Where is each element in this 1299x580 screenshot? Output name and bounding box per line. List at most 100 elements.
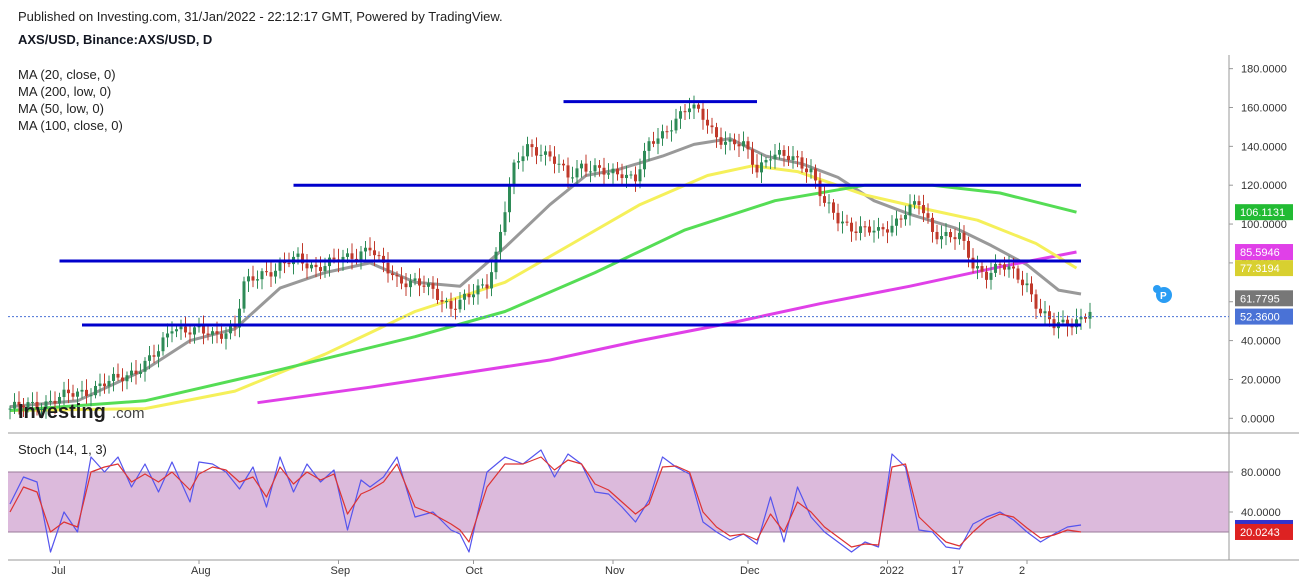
candle-body bbox=[143, 360, 147, 372]
indicator-label[interactable]: MA (200, low, 0) bbox=[18, 84, 112, 99]
candle-body bbox=[710, 125, 714, 128]
candle-body bbox=[481, 284, 484, 286]
candle-body bbox=[1075, 319, 1078, 328]
candle-body bbox=[971, 257, 975, 269]
candle-body bbox=[674, 118, 678, 131]
candle-body bbox=[575, 168, 579, 178]
candle-body bbox=[836, 212, 840, 224]
price-tag-bg bbox=[1235, 308, 1293, 325]
x-tick-label: Oct bbox=[466, 565, 483, 577]
candle-body bbox=[751, 149, 754, 165]
candle-body bbox=[967, 240, 970, 258]
stoch-line bbox=[9, 449, 1082, 553]
x-tick-label: Aug bbox=[191, 565, 211, 577]
indicator-label[interactable]: MA (100, close, 0) bbox=[18, 118, 123, 133]
candle-body bbox=[274, 270, 277, 277]
candle-body bbox=[31, 401, 34, 403]
candle-body bbox=[553, 156, 556, 164]
candle-body bbox=[895, 218, 898, 226]
candle-body bbox=[598, 165, 601, 168]
candle-body bbox=[517, 161, 520, 163]
candle-body bbox=[589, 171, 592, 173]
candle-body bbox=[593, 165, 597, 172]
candle-body bbox=[67, 389, 70, 394]
candle-body bbox=[755, 164, 759, 173]
candle-body bbox=[319, 267, 322, 272]
candle-body bbox=[634, 174, 637, 182]
price-tag-label: 52.3600 bbox=[1240, 312, 1280, 324]
x-tick-label: 2 bbox=[1019, 565, 1025, 577]
candle-body bbox=[980, 266, 984, 272]
candle-body bbox=[211, 331, 214, 335]
candle-body bbox=[719, 137, 723, 145]
candle-body bbox=[197, 326, 201, 328]
candle-body bbox=[584, 163, 588, 172]
candle-body bbox=[877, 227, 880, 231]
alert-icon[interactable]: P bbox=[1153, 285, 1172, 303]
candle-body bbox=[1066, 319, 1069, 327]
candle-body bbox=[94, 385, 97, 396]
level-lines bbox=[8, 100, 1229, 327]
candle-body bbox=[998, 263, 1002, 265]
stoch-label: Stoch (14, 1, 3) bbox=[18, 442, 107, 457]
candle-body bbox=[287, 262, 291, 265]
candle-body bbox=[1048, 311, 1051, 320]
candle-body bbox=[220, 333, 223, 339]
candle-body bbox=[409, 280, 412, 288]
candle-body bbox=[184, 326, 187, 333]
candle-body bbox=[629, 174, 633, 176]
candle-body bbox=[89, 395, 93, 397]
candle-body bbox=[863, 226, 867, 228]
candle-body bbox=[377, 255, 381, 257]
candle-body bbox=[868, 226, 871, 233]
candle-body bbox=[913, 201, 916, 205]
candle-body bbox=[13, 401, 16, 409]
candle-body bbox=[931, 217, 934, 232]
candle-body bbox=[242, 281, 246, 309]
candle-body bbox=[269, 272, 273, 277]
candle-body bbox=[652, 141, 655, 144]
price-tag-label: 106.1131 bbox=[1240, 207, 1285, 219]
candle-body bbox=[229, 325, 232, 334]
indicator-label[interactable]: MA (50, low, 0) bbox=[18, 101, 104, 116]
candle-body bbox=[796, 156, 799, 158]
candle-body bbox=[665, 131, 669, 133]
candle-body bbox=[35, 401, 39, 410]
candle-body bbox=[958, 232, 961, 240]
candle-body bbox=[1003, 264, 1006, 270]
candle-body bbox=[458, 299, 462, 310]
candle-body bbox=[940, 236, 943, 240]
candle-body bbox=[247, 276, 250, 282]
candle-body bbox=[440, 300, 444, 302]
candle-body bbox=[827, 202, 831, 204]
candle-body bbox=[787, 155, 790, 161]
candle-body bbox=[935, 231, 939, 240]
candle-body bbox=[323, 266, 327, 272]
candle-body bbox=[508, 185, 511, 213]
candle-body bbox=[188, 332, 192, 335]
candle-body bbox=[1030, 283, 1033, 295]
candle-body bbox=[22, 405, 25, 408]
candle-body bbox=[310, 264, 313, 269]
candle-body bbox=[1007, 266, 1011, 270]
candle-body bbox=[503, 212, 507, 232]
indicator-label[interactable]: MA (20, close, 0) bbox=[18, 67, 116, 82]
candle-body bbox=[638, 169, 642, 182]
candle-body bbox=[548, 151, 552, 157]
candle-body bbox=[733, 139, 736, 145]
candle-body bbox=[251, 276, 255, 281]
candle-body bbox=[467, 293, 471, 298]
candle-body bbox=[728, 139, 732, 142]
stoch-panel bbox=[9, 449, 1082, 553]
candle-body bbox=[1043, 311, 1047, 314]
candle-body bbox=[764, 160, 768, 163]
candle-body bbox=[886, 229, 889, 233]
candle-body bbox=[535, 147, 538, 156]
candle-body bbox=[148, 355, 151, 361]
y-tick-label: 140.0000 bbox=[1241, 141, 1287, 153]
candle-body bbox=[526, 144, 529, 157]
candle-body bbox=[40, 409, 43, 411]
candle-body bbox=[814, 168, 817, 181]
logo-main: Investing bbox=[18, 401, 106, 423]
